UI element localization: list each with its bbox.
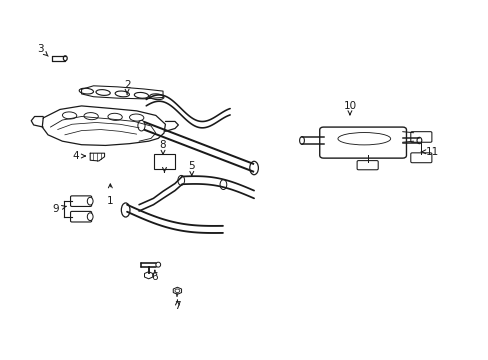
Ellipse shape xyxy=(220,180,226,189)
Ellipse shape xyxy=(178,175,184,185)
Text: 8: 8 xyxy=(160,140,166,150)
Text: 3: 3 xyxy=(38,45,44,54)
Ellipse shape xyxy=(87,197,93,205)
Ellipse shape xyxy=(87,213,93,221)
Text: 2: 2 xyxy=(123,80,130,90)
Ellipse shape xyxy=(416,137,421,144)
Ellipse shape xyxy=(299,136,304,144)
Bar xyxy=(154,154,175,170)
Ellipse shape xyxy=(249,161,258,175)
Text: 7: 7 xyxy=(174,301,181,311)
Ellipse shape xyxy=(138,120,145,131)
Text: 11: 11 xyxy=(425,147,438,157)
Text: 9: 9 xyxy=(53,204,60,214)
Text: 6: 6 xyxy=(151,272,158,282)
Text: 4: 4 xyxy=(72,151,79,161)
Text: 10: 10 xyxy=(343,101,356,111)
Ellipse shape xyxy=(121,203,130,217)
Text: 1: 1 xyxy=(107,196,113,206)
Text: 5: 5 xyxy=(188,161,195,171)
